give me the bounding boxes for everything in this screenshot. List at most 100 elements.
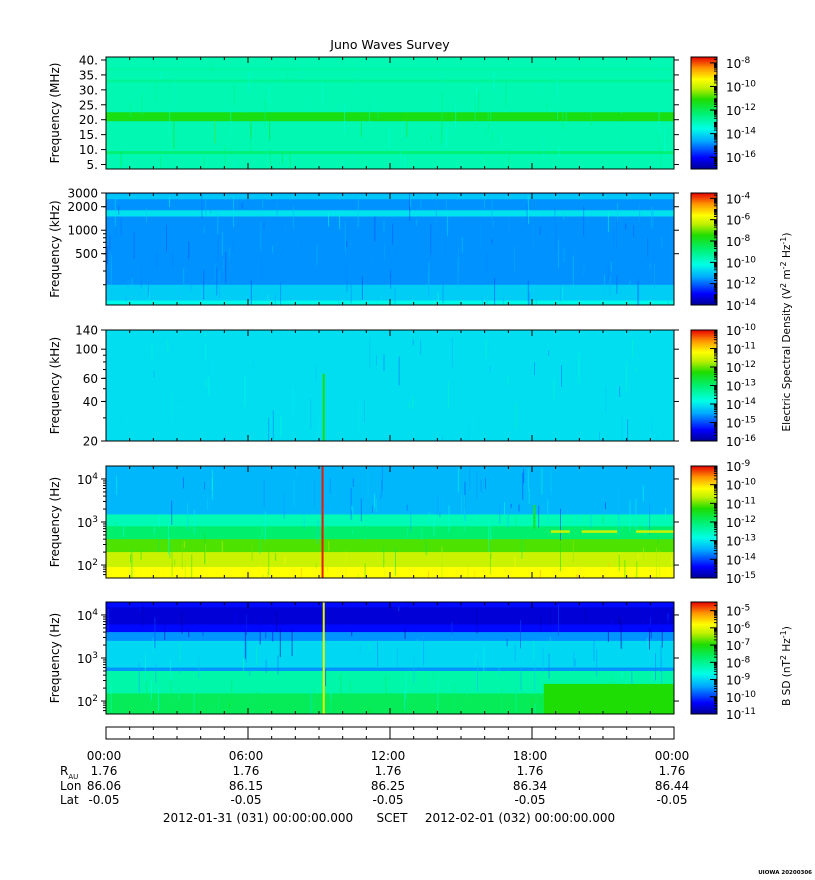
colorbar-tick-label: 10-4 [726, 191, 751, 206]
band-3 [106, 607, 674, 625]
y-tick-label: 104 [77, 472, 98, 487]
x-tick-label: 06:00 [229, 749, 264, 763]
band-4 [106, 640, 674, 668]
y-axis-label-3: Frequency (kHz) [48, 337, 62, 434]
y-tick-label: 20. [79, 113, 98, 127]
colorbar-tick-label: 10-6 [726, 621, 751, 636]
x-tick-label: 12:00 [371, 749, 406, 763]
x-tick-label: 00:00 [655, 749, 690, 763]
y-axis-label-2: Frequency (kHz) [48, 200, 62, 297]
band-2 [106, 112, 674, 122]
band-4 [106, 210, 674, 217]
x-tick-label: 00:00 [87, 749, 122, 763]
spike-1 [322, 602, 325, 714]
y-axis-5: 104 103 102 [77, 608, 679, 712]
ephemeris-value: -0.05 [372, 793, 403, 807]
emission-segment-1 [550, 530, 570, 533]
colorbar-tick-label: 10-14 [726, 127, 756, 142]
ephemeris-value: 1.76 [375, 764, 402, 778]
colorbar-tick-label: 10-10 [726, 478, 756, 493]
band-3 [106, 151, 674, 155]
colorbar-tick-label: 10-10 [726, 690, 756, 705]
y-tick-label: 20 [83, 435, 98, 449]
colorbar-tick-label: 10-10 [726, 255, 756, 270]
ephemeris-value: -0.05 [230, 793, 261, 807]
colorbar-tick-label: 10-10 [726, 323, 756, 338]
emission-segment-1 [543, 683, 674, 714]
colorbar-3: 10-10 10-11 10-12 10-13 10-14 10-15 10-16 [690, 323, 756, 449]
y-tick-label: 102 [77, 558, 98, 573]
colorbar-5: 10-5 10-6 10-7 10-8 10-9 10-10 10-11 [690, 601, 756, 722]
y-tick-label: 140 [75, 324, 98, 338]
colorbar-tick-label: 10-8 [726, 234, 751, 249]
time-range-end: 2012-02-01 (032) 00:00:00.000 [425, 811, 615, 825]
ephemeris-value: 86.25 [371, 779, 405, 793]
colorbar-tick-label: 10-8 [726, 655, 751, 670]
y-tick-label: 100 [75, 343, 98, 357]
colorbar-tick-label: 10-15 [726, 571, 756, 586]
credit-label: UIOWA 20200306 [758, 870, 812, 876]
y-tick-label: 15. [79, 128, 98, 142]
ephemeris-value: -0.05 [656, 793, 687, 807]
panel-1: 40.35.30.25.20.15.10.5. Frequency (MHz) 10… [48, 53, 756, 172]
colorbar-tick-label: 10-14 [726, 397, 756, 412]
y-axis-label-4: Frequency (Hz) [48, 477, 62, 568]
y-tick-label: 40 [83, 395, 98, 409]
colorbar-tick-label: 10-11 [726, 342, 756, 357]
y-tick-label: 5. [87, 158, 98, 172]
y-tick-label: 500 [75, 247, 98, 261]
colorbar-tick-label: 10-6 [726, 213, 751, 228]
colorbar-tick-label: 10-14 [726, 298, 756, 313]
colorbar-tick-label: 10-9 [726, 673, 751, 688]
y-tick-label: 104 [77, 608, 98, 623]
y-tick-label: 1000 [67, 224, 98, 238]
y-axis-4: 104 103 102 [77, 472, 679, 576]
colorbar-tick-label: 10-13 [726, 379, 756, 394]
ephemeris-row-label: Lat [60, 793, 79, 807]
colorbar-tick-label: 10-16 [726, 434, 756, 449]
colorbar-tick-label: 10-11 [726, 496, 756, 511]
chart-title: Juno Waves Survey [329, 37, 450, 52]
magnetic-spectral-density-label: B SD (nT2 Hz-1) [779, 626, 793, 706]
y-axis-label-1: Frequency (MHz) [48, 63, 62, 164]
colorbar-tick-label: 10-16 [726, 150, 756, 165]
spectrogram-3 [106, 330, 674, 441]
band-5 [106, 68, 674, 71]
spectrogram-2 [106, 193, 674, 305]
x-tick-label: 18:00 [513, 749, 548, 763]
y-tick-label: 103 [77, 515, 98, 530]
y-tick-label: 10. [79, 143, 98, 157]
spike-1 [321, 466, 324, 578]
band-1 [106, 330, 674, 441]
spectrogram-1 [106, 57, 674, 169]
y-tick-label: 102 [77, 694, 98, 709]
y-tick-label: 25. [79, 98, 98, 112]
colorbar-tick-label: 10-12 [726, 103, 756, 118]
panel-4: 104 103 102 Frequency (Hz) 10-9 10-10 10-11 10-… [48, 459, 756, 586]
ephemeris-value: 86.15 [229, 779, 263, 793]
ephemeris-value: -0.05 [514, 793, 545, 807]
electric-spectral-density-label: Electric Spectral Density (V2 m-2 Hz-1) [779, 233, 793, 432]
emission-segment-3 [636, 530, 674, 533]
y-tick-label: 60 [83, 372, 98, 386]
colorbar-tick-label: 10-12 [726, 515, 756, 530]
ephemeris-value: 86.44 [655, 779, 689, 793]
colorbar-unit-labels: Electric Spectral Density (V2 m-2 Hz-1) … [779, 233, 793, 706]
emission-segment-2 [581, 530, 618, 533]
ephemeris-value: 86.34 [513, 779, 547, 793]
ephemeris-value: 1.76 [659, 764, 686, 778]
time-axis: 00:00 06:00 12:00 18:00 00:00 RAU 1.76 1.76 1.76… [60, 726, 690, 807]
colorbar-tick-label: 10-14 [726, 552, 756, 567]
colorbar-1: 10-8 10-10 10-12 10-14 10-16 [690, 56, 756, 170]
spectrogram-panels: 40.35.30.25.20.15.10.5. Frequency (MHz) 10… [48, 53, 756, 722]
colorbar-tick-label: 10-9 [726, 459, 751, 474]
spike-2 [533, 504, 536, 529]
colorbar-tick-label: 10-7 [726, 638, 750, 653]
colorbar-4: 10-9 10-10 10-11 10-12 10-13 10-14 10-15 [690, 459, 756, 586]
colorbar-tick-label: 10-12 [726, 277, 756, 292]
band-4 [106, 79, 674, 83]
